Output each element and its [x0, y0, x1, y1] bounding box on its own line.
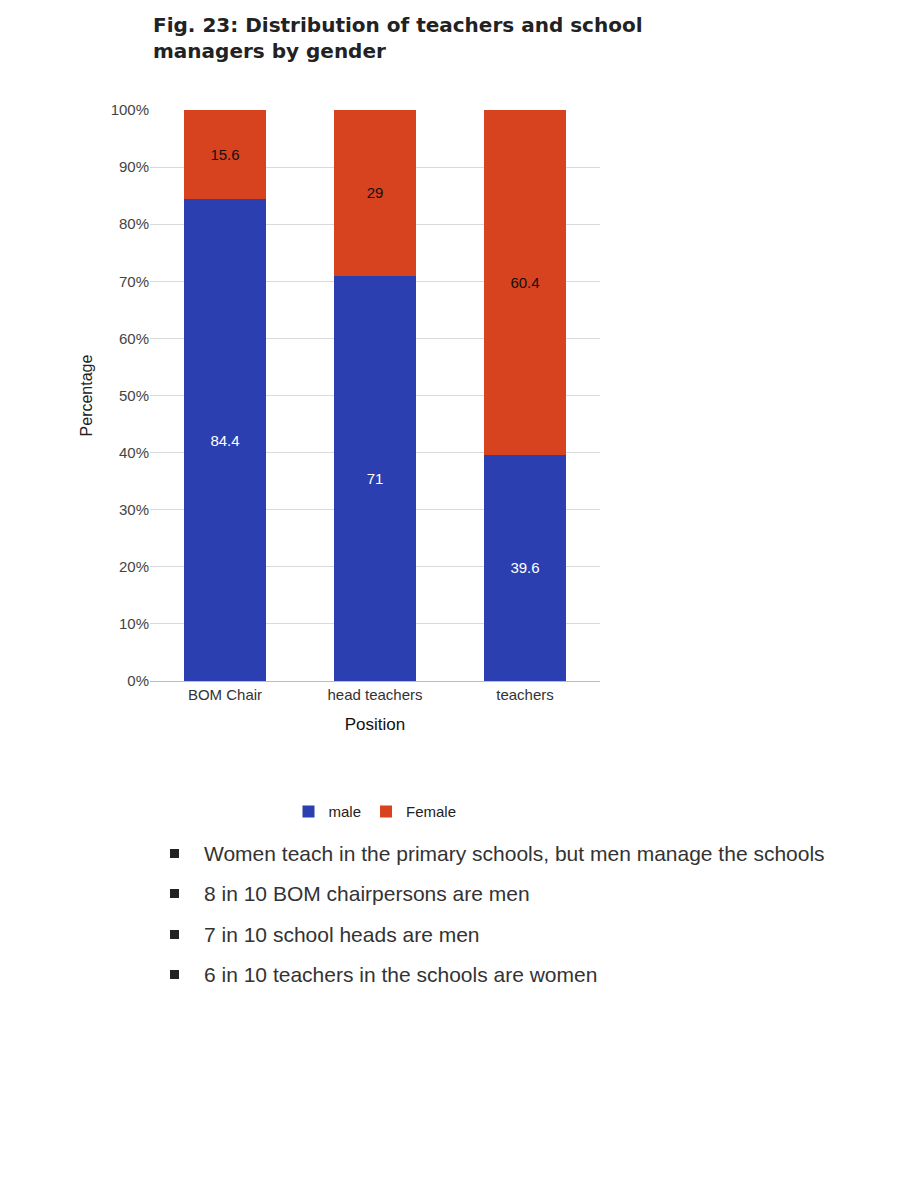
- svg-text:BOM Chair: BOM Chair: [188, 686, 262, 703]
- svg-text:90%: 90%: [119, 158, 149, 175]
- svg-text:male: male: [329, 803, 362, 820]
- svg-text:39.6: 39.6: [510, 559, 539, 576]
- html-text:8 in 10 BOM chairpersons are m: 8 in 10 BOM chairpersons are men: [204, 882, 530, 906]
- svg-text:80%: 80%: [119, 215, 149, 232]
- svg-text:30%: 30%: [119, 501, 149, 518]
- svg-text:Female: Female: [406, 803, 456, 820]
- svg-text:60%: 60%: [119, 330, 149, 347]
- svg-text:100%: 100%: [111, 101, 149, 118]
- svg-text:Position: Position: [345, 715, 405, 734]
- svg-text:84.4: 84.4: [210, 432, 239, 449]
- svg-text:Fig. 23: Distribution of teach: Fig. 23: Distribution of teachers and sc…: [153, 13, 643, 63]
- svg-text:40%: 40%: [119, 444, 149, 461]
- svg-text:29: 29: [367, 184, 384, 201]
- svg-text:50%: 50%: [119, 387, 149, 404]
- svg-text:15.6: 15.6: [210, 146, 239, 163]
- svg-text:0%: 0%: [127, 672, 149, 689]
- html-text:Women teach in the primary sch: Women teach in the primary schools, but …: [204, 842, 825, 865]
- svg-text:head teachers: head teachers: [327, 686, 422, 703]
- svg-text:60.4: 60.4: [510, 274, 539, 291]
- html-text:6 in 10 teachers in the school: 6 in 10 teachers in the schools are wome…: [204, 963, 598, 986]
- html-text:7 in 10 school heads are men: 7 in 10 school heads are men: [204, 922, 480, 946]
- svg-text:Percentage: Percentage: [78, 354, 95, 436]
- svg-text:71: 71: [367, 470, 384, 487]
- svg-text:70%: 70%: [119, 273, 149, 290]
- svg-text:20%: 20%: [119, 558, 149, 575]
- svg-text:teachers: teachers: [496, 686, 554, 703]
- svg-text:10%: 10%: [119, 615, 149, 632]
